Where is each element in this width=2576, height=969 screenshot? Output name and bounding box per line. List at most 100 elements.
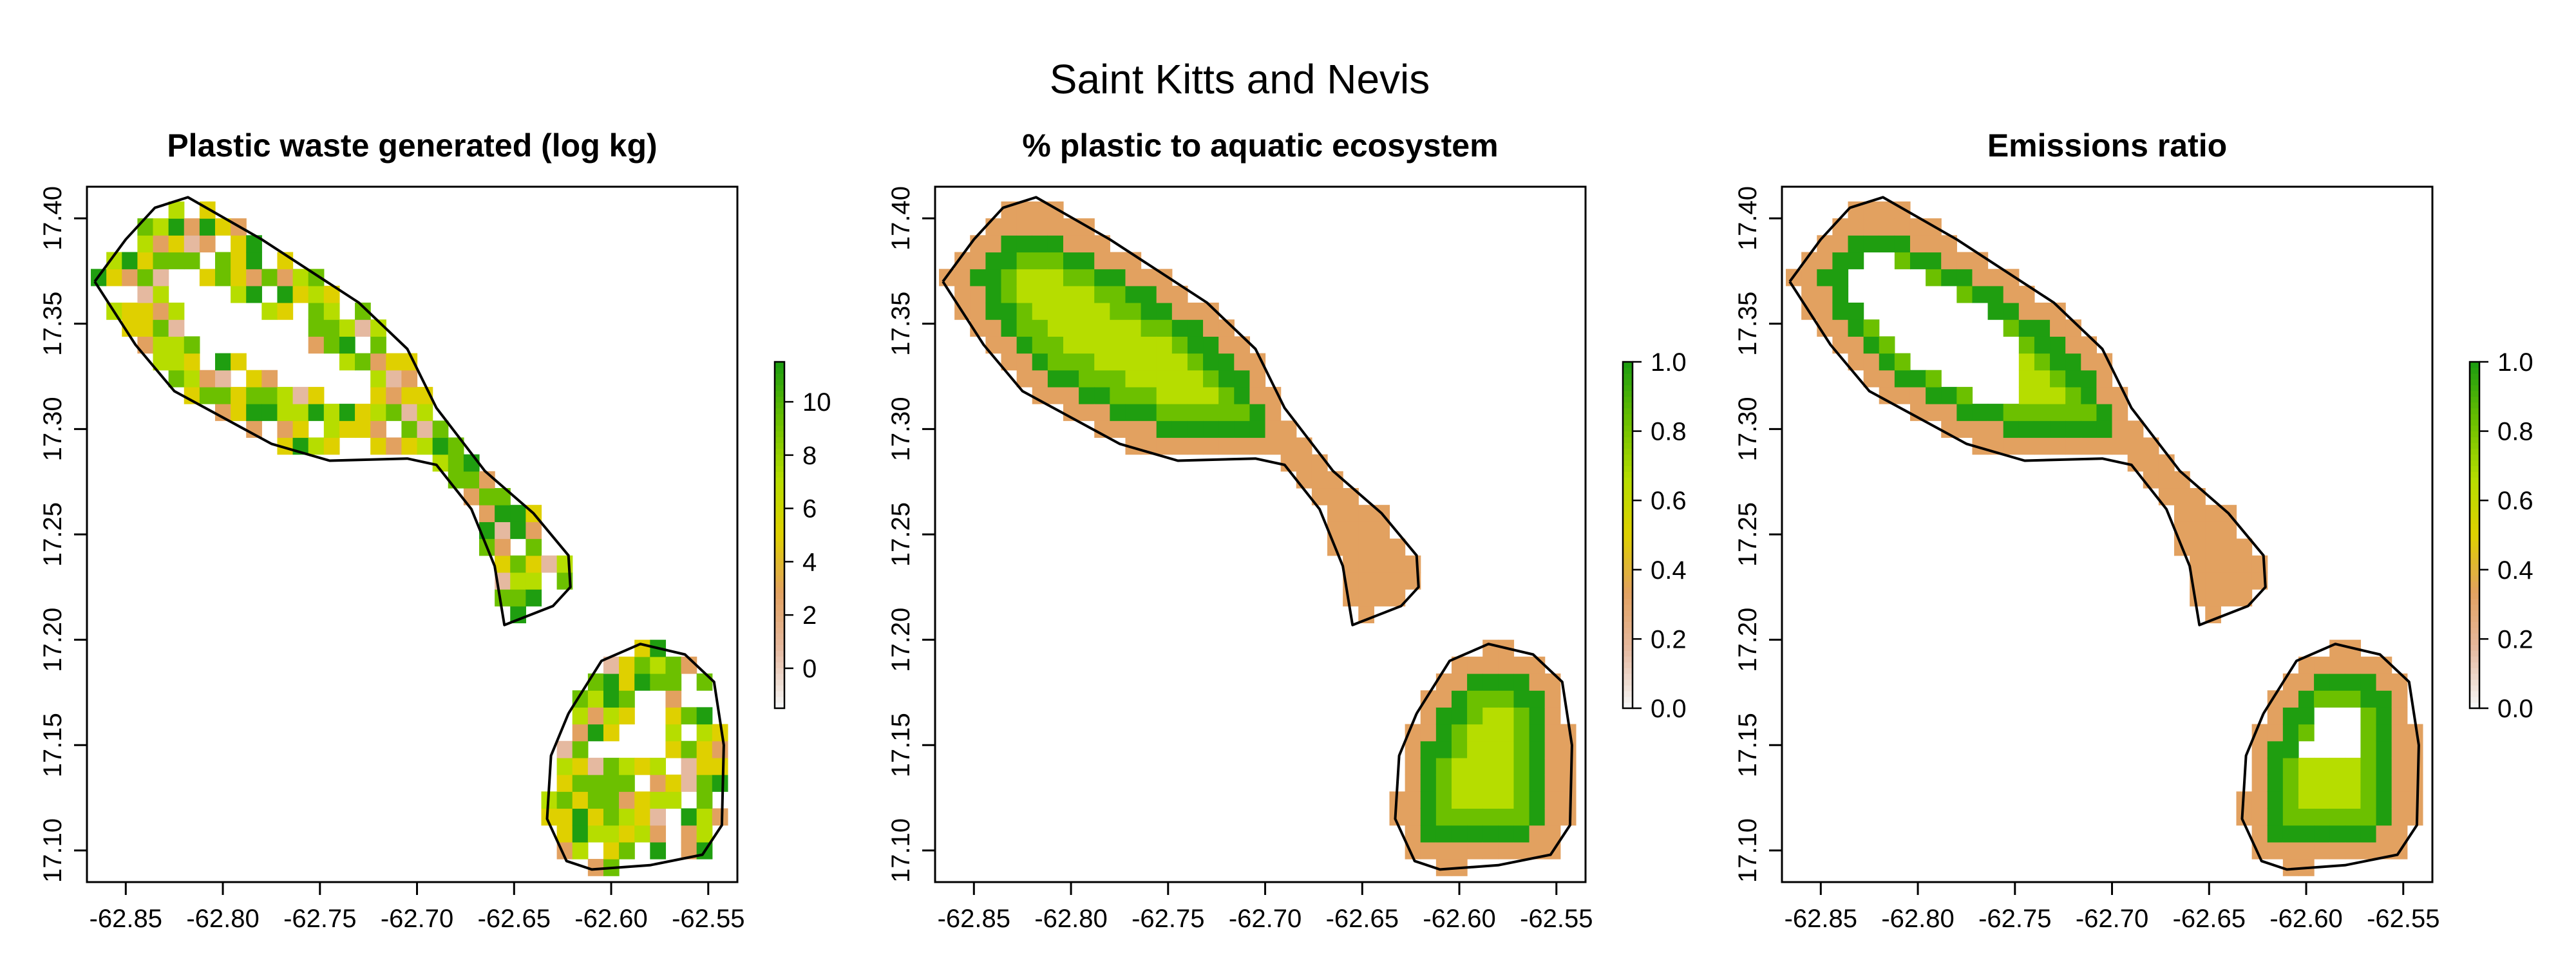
raster-cell <box>214 252 231 270</box>
raster-cell <box>261 268 278 287</box>
raster-cell <box>1832 218 1849 236</box>
raster-cell <box>1879 201 1895 219</box>
raster-cell <box>479 505 495 522</box>
raster-cell <box>2081 336 2098 354</box>
raster-cell <box>1079 303 1095 320</box>
raster-cell <box>1063 319 1079 337</box>
raster-cell <box>1467 673 1483 691</box>
raster-cell <box>1001 252 1018 270</box>
legend-swatch <box>1623 362 1633 368</box>
legend-swatch <box>775 460 784 466</box>
raster-cell <box>1420 775 1437 792</box>
raster-cell <box>1435 690 1452 708</box>
raster-cell <box>587 673 604 691</box>
legend-swatch <box>1623 500 1633 507</box>
raster-cells <box>939 201 1577 876</box>
legend-swatch <box>775 604 784 611</box>
raster-cell <box>1374 522 1390 540</box>
raster-cell <box>634 791 650 809</box>
raster-cell <box>1863 370 1880 388</box>
legend-swatch <box>775 552 784 559</box>
raster-cell <box>2329 775 2345 792</box>
raster-cell <box>2376 791 2392 809</box>
raster-cell <box>1156 370 1173 388</box>
raster-cell <box>2221 522 2237 540</box>
raster-cell <box>696 673 713 691</box>
y-tick-label: 17.20 <box>1734 608 1762 672</box>
raster-cell <box>2407 740 2423 758</box>
legend-tick-label: 0.6 <box>2497 487 2533 515</box>
raster-cell <box>1467 808 1483 826</box>
raster-cell <box>1926 370 1942 388</box>
legend-swatch <box>2470 610 2479 617</box>
raster-cell <box>1909 370 1926 388</box>
raster-cell <box>1817 285 1833 303</box>
raster-cell <box>2360 656 2377 674</box>
raster-cell <box>231 235 247 253</box>
raster-cell <box>2360 775 2377 792</box>
raster-cell <box>603 690 620 708</box>
raster-cell <box>2081 370 2098 388</box>
raster-cell <box>2407 808 2423 826</box>
legend-swatch <box>1623 679 1633 686</box>
x-tick-label: -62.70 <box>381 905 453 933</box>
raster-cell <box>1032 235 1048 253</box>
raster-cell <box>1544 775 1561 792</box>
raster-cell <box>1560 808 1577 826</box>
raster-cell <box>1047 319 1064 337</box>
raster-cell <box>2345 656 2362 674</box>
raster-cell <box>2360 724 2377 742</box>
raster-cell <box>2345 791 2362 809</box>
raster-cell <box>1529 775 1546 792</box>
x-tick-label: -62.75 <box>1132 905 1204 933</box>
legend-swatch <box>1623 598 1633 605</box>
raster-cell <box>168 252 185 270</box>
raster-cell <box>2314 791 2330 809</box>
raster-cell <box>323 319 340 337</box>
legend-swatch <box>2470 656 2479 663</box>
raster-cell <box>308 386 325 404</box>
raster-cell <box>386 404 402 421</box>
raster-cell <box>650 808 667 826</box>
raster-cell <box>510 572 526 590</box>
raster-cell <box>1956 252 1973 270</box>
raster-cell <box>2267 740 2284 758</box>
raster-cell <box>2407 775 2423 792</box>
raster-cell <box>1926 235 1942 253</box>
raster-cell <box>2298 724 2315 742</box>
raster-cell <box>572 707 589 725</box>
raster-cell <box>1001 268 1018 287</box>
raster-cell <box>1482 825 1499 843</box>
raster-cell <box>2298 757 2315 775</box>
raster-cell <box>1016 285 1033 303</box>
legend-swatch <box>775 512 784 518</box>
raster-cell <box>261 404 278 421</box>
raster-cell <box>1987 303 2004 320</box>
raster-cell <box>619 656 635 674</box>
raster-cell <box>1016 370 1033 388</box>
raster-cell <box>2112 437 2128 455</box>
raster-cell <box>526 522 542 540</box>
legend-tick-label: 0.8 <box>2497 418 2533 446</box>
raster-cell <box>246 386 262 404</box>
legend-swatch <box>1623 529 1633 536</box>
raster-cell <box>2050 404 2066 421</box>
raster-cell <box>1280 437 1297 455</box>
raster-cell <box>1047 370 1064 388</box>
raster-cell <box>1094 285 1110 303</box>
raster-cell <box>1063 235 1079 253</box>
legend-swatch <box>1623 448 1633 455</box>
raster-cell <box>1513 842 1530 860</box>
legend-swatch <box>1623 691 1633 697</box>
raster-cell <box>370 404 386 421</box>
raster-cell <box>526 572 542 590</box>
raster-cell <box>2267 707 2284 725</box>
raster-cell <box>1405 825 1421 843</box>
raster-cell <box>1926 386 1942 404</box>
raster-cell <box>2205 538 2221 556</box>
raster-cell <box>1249 370 1266 388</box>
raster-cell <box>1187 303 1204 320</box>
raster-cell <box>495 538 511 556</box>
raster-cell <box>1529 724 1546 742</box>
